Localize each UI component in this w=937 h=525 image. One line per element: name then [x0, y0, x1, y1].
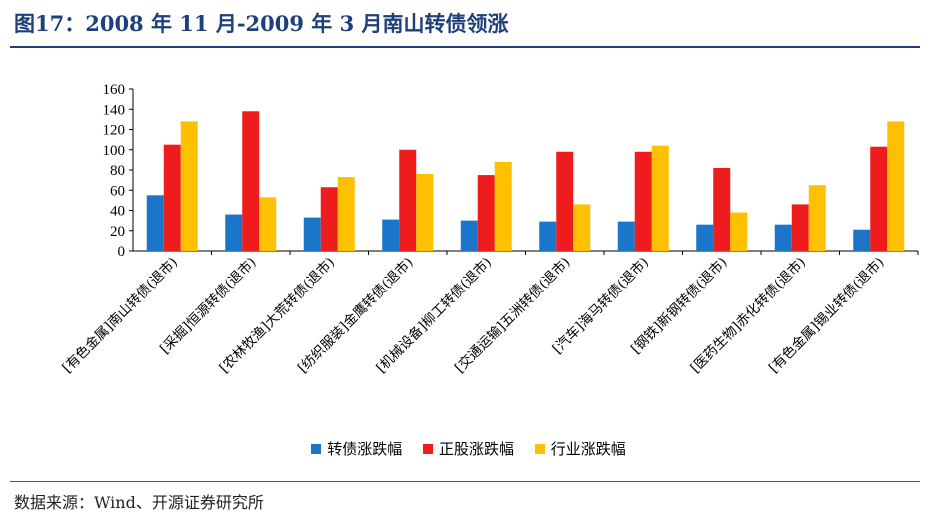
- bar: [146, 195, 164, 251]
- legend-item-bond: 转债涨跌幅: [311, 438, 402, 459]
- bar: [634, 151, 652, 251]
- bar: [477, 175, 495, 251]
- bar: [573, 204, 591, 251]
- y-tick-label: 160: [103, 82, 126, 98]
- bar: [416, 174, 434, 251]
- bar: [713, 167, 731, 251]
- bar: [225, 214, 243, 251]
- source-note: 数据来源：Wind、开源证券研究所: [14, 493, 264, 512]
- source-rule: [10, 481, 920, 482]
- bar: [337, 177, 355, 251]
- y-tick-label: 40: [110, 204, 125, 220]
- bar: [303, 217, 321, 251]
- y-tick-label: 60: [110, 183, 125, 199]
- legend-swatch-industry: [534, 443, 545, 454]
- y-tick-label: 140: [103, 102, 126, 118]
- title-rule: [10, 46, 920, 48]
- legend-swatch-stock: [422, 443, 433, 454]
- bar: [494, 161, 512, 251]
- bar: [320, 187, 338, 251]
- x-tick-label: [有色金属]南山转债(退市): [59, 254, 181, 376]
- bar: [163, 144, 181, 251]
- chart-legend: 转债涨跌幅 正股涨跌幅 行业涨跌幅: [0, 438, 937, 459]
- bar: [259, 197, 277, 251]
- bar: [730, 212, 748, 251]
- y-tick-label: 0: [118, 244, 126, 260]
- figure-title: 图17：2008 年 11 月-2009 年 3 月南山转债领涨: [14, 11, 509, 36]
- y-tick-label: 80: [110, 163, 125, 179]
- legend-label-bond: 转债涨跌幅: [327, 440, 403, 458]
- bar: [539, 221, 557, 251]
- bar: [460, 220, 478, 251]
- y-tick-label: 120: [103, 123, 126, 139]
- bar: [617, 221, 635, 251]
- bar: [180, 121, 198, 252]
- bar: [556, 151, 574, 251]
- bar-chart: 020406080100120140160[有色金属]南山转债(退市)[采掘]恒…: [59, 82, 919, 376]
- bar: [791, 204, 809, 251]
- bar: [774, 224, 792, 251]
- bar: [853, 229, 871, 251]
- bar: [651, 145, 669, 251]
- legend-item-stock: 正股涨跌幅: [422, 438, 514, 459]
- legend-swatch-bond: [311, 443, 322, 454]
- bar: [870, 146, 888, 251]
- y-tick-label: 20: [110, 224, 125, 240]
- y-tick-label: 100: [103, 143, 126, 159]
- bar: [887, 121, 905, 252]
- legend-item-industry: 行业涨跌幅: [534, 438, 626, 459]
- bar: [808, 185, 826, 251]
- bar: [696, 224, 714, 251]
- bar: [399, 149, 417, 251]
- bar: [242, 111, 260, 252]
- legend-label-stock: 正股涨跌幅: [438, 440, 514, 458]
- bar: [382, 219, 400, 251]
- legend-label-industry: 行业涨跌幅: [550, 440, 626, 458]
